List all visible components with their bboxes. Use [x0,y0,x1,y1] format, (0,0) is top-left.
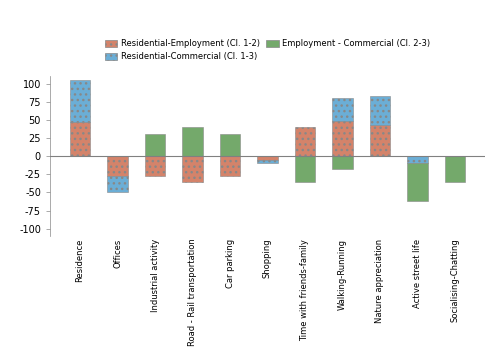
Bar [182,156,203,181]
Bar [144,156,166,177]
Bar [407,163,428,201]
Bar [257,160,278,163]
Legend: Residential-Employment (Cl. 1-2), Residential-Commercial (Cl. 1-3), Employment -: Residential-Employment (Cl. 1-2), Reside… [102,36,433,65]
Bar [407,156,428,163]
Bar [70,122,90,156]
Bar [332,98,353,121]
Bar [370,125,390,156]
Bar [294,156,316,181]
Bar [108,156,128,177]
Bar [182,127,203,156]
Bar [144,134,166,156]
Bar [332,121,353,156]
Bar [257,156,278,160]
Bar [108,177,128,193]
Bar [70,80,90,122]
Bar [444,156,465,181]
Bar [370,96,390,125]
Bar [332,156,353,169]
Bar [294,127,316,156]
Bar [220,134,240,156]
Bar [220,156,240,176]
